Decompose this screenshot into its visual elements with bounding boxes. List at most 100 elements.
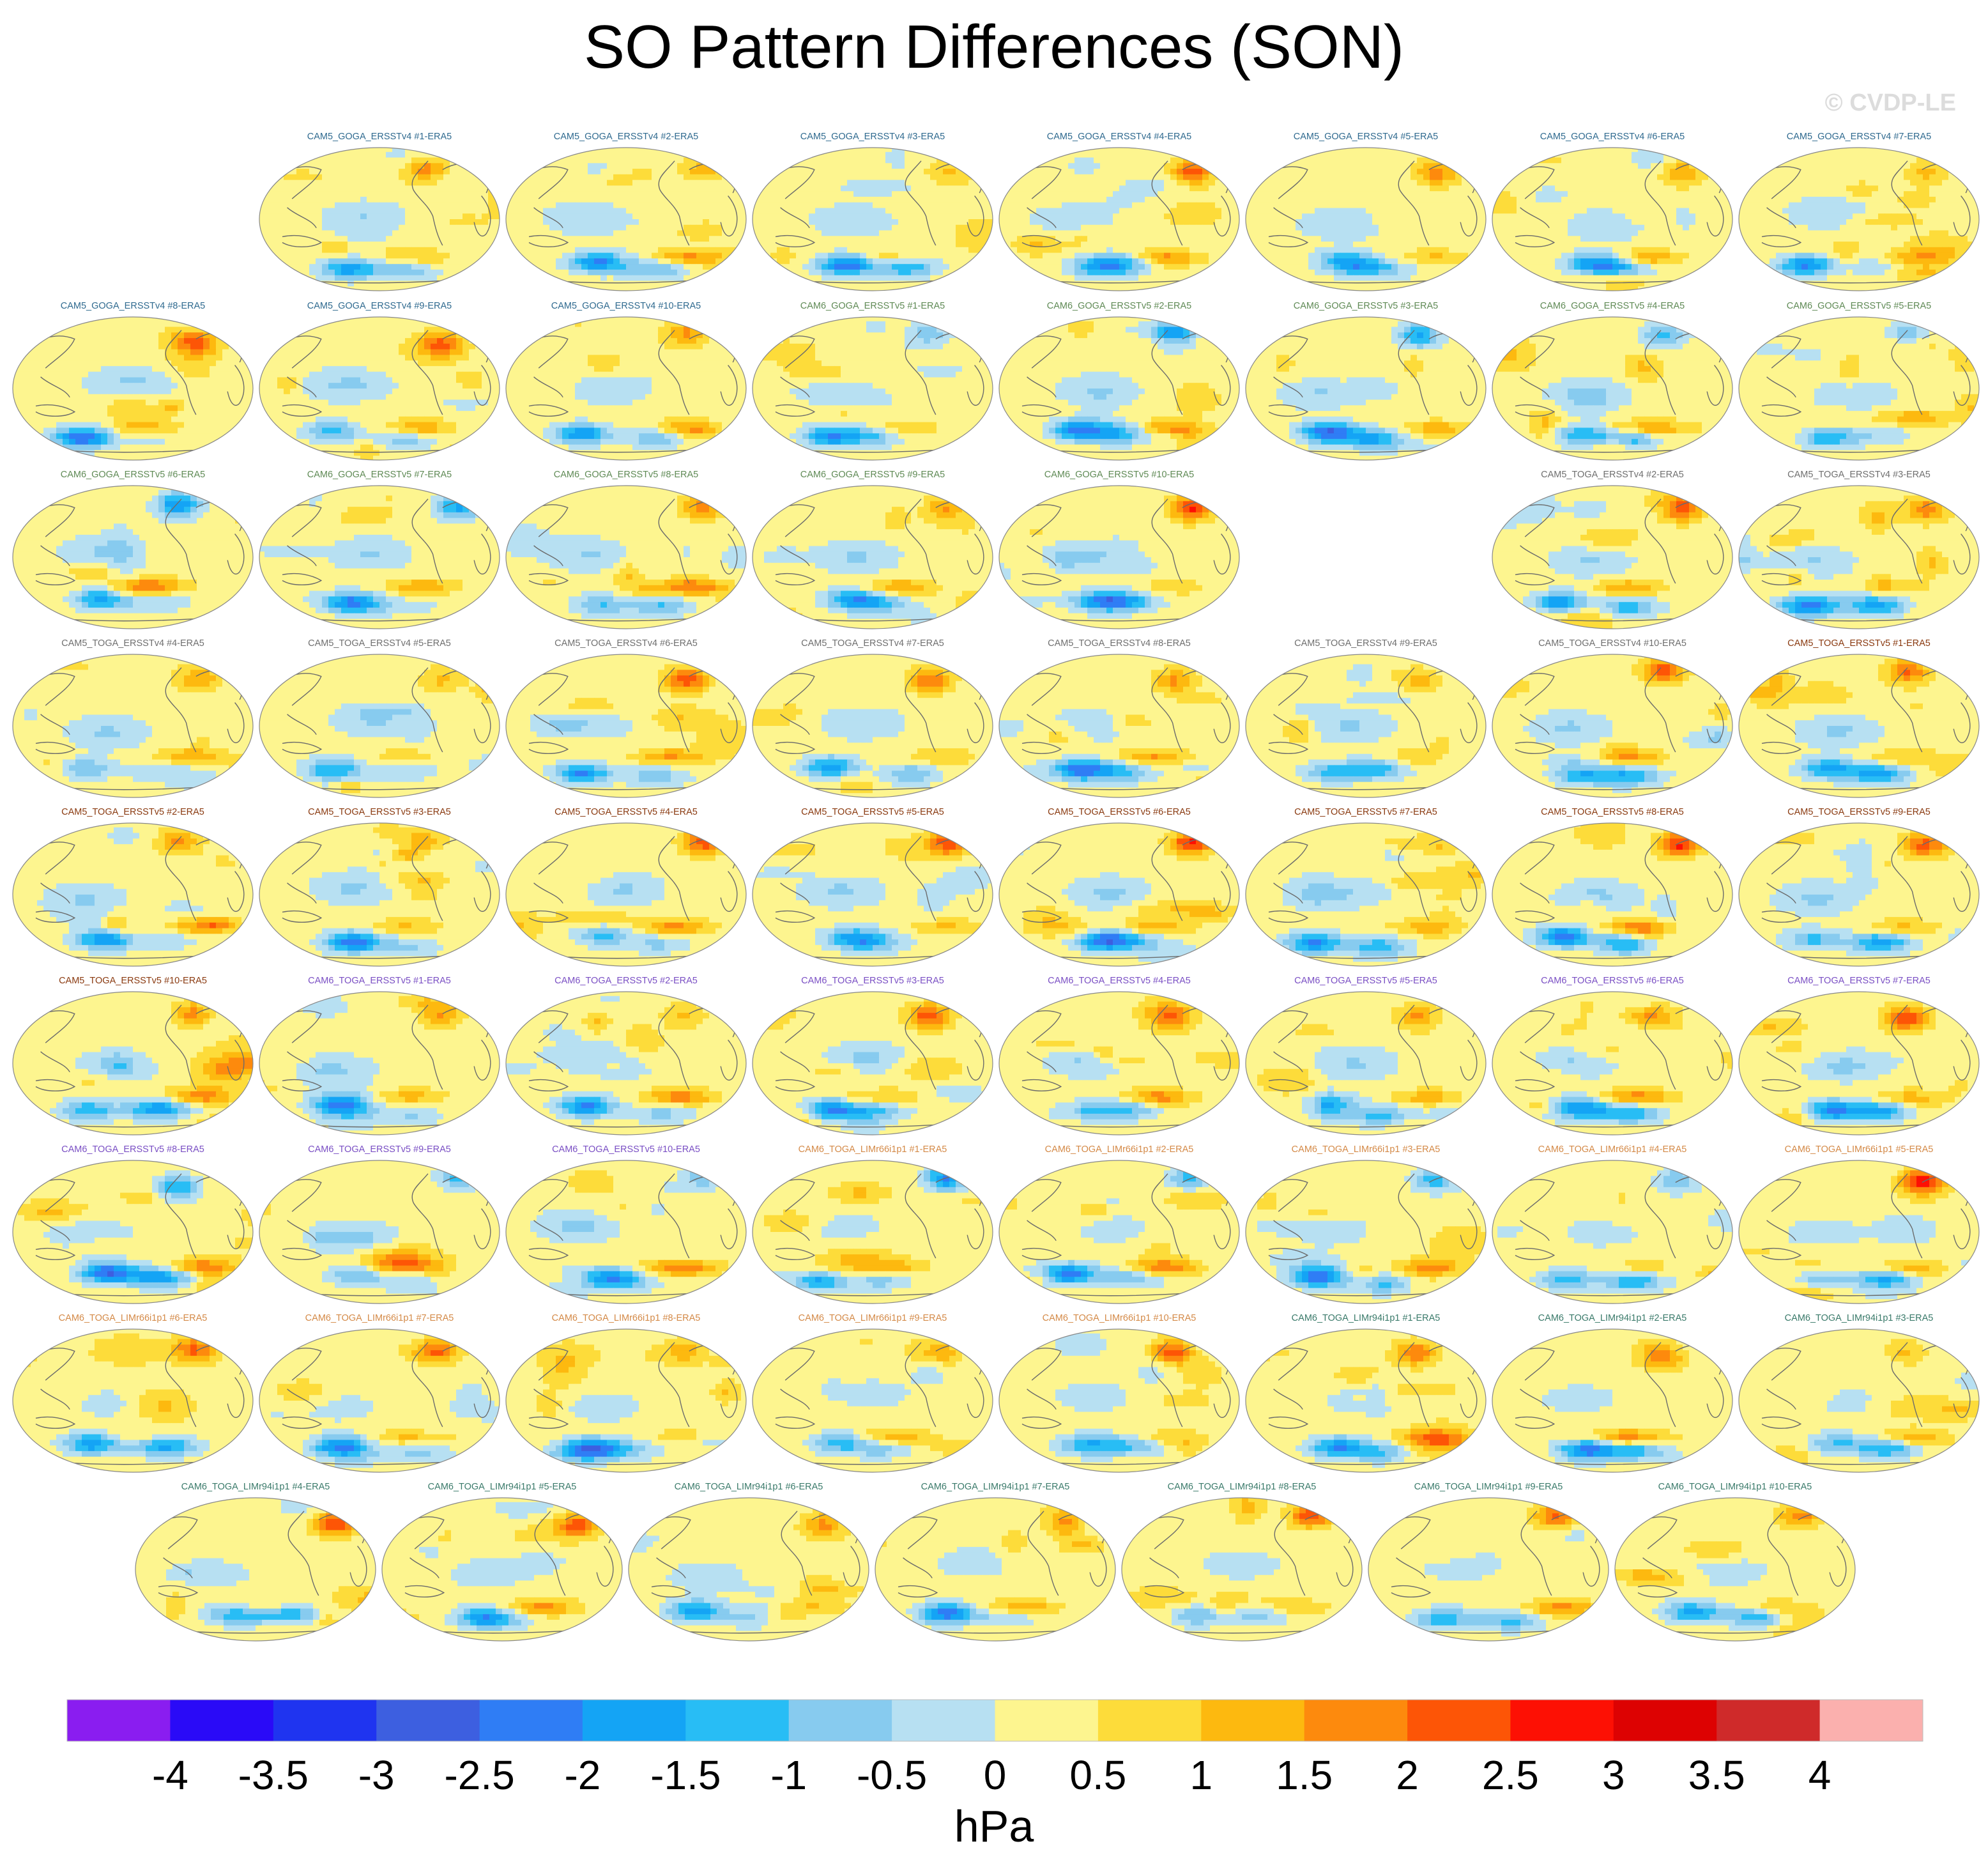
panel-label: CAM6_GOGA_ERSSTv5 #2-ERA5 (998, 300, 1241, 312)
map-panel: CAM6_TOGA_LIMr94i1p1 #7-ERA5 (874, 1481, 1117, 1650)
map-panel: CAM5_TOGA_ERSSTv4 #3-ERA5 (1738, 469, 1980, 638)
map-panel: CAM6_TOGA_ERSSTv5 #5-ERA5 (1244, 975, 1487, 1144)
map-panel: CAM6_GOGA_ERSSTv5 #9-ERA5 (751, 469, 994, 638)
map-panel: CAM6_TOGA_LIMr66i1p1 #6-ERA5 (11, 1312, 254, 1482)
map-plot (11, 316, 254, 461)
colorbar-swatch (1304, 1700, 1408, 1741)
panel-label: CAM6_TOGA_LIMr94i1p1 #9-ERA5 (1367, 1481, 1610, 1493)
map-panel: CAM6_GOGA_ERSSTv5 #6-ERA5 (11, 469, 254, 638)
map-panel: CAM5_TOGA_ERSSTv5 #9-ERA5 (1738, 806, 1980, 976)
map-plot (1491, 990, 1734, 1136)
colorbar-swatch (376, 1700, 480, 1741)
map-panel: CAM6_TOGA_ERSSTv5 #9-ERA5 (258, 1144, 501, 1313)
map-panel: CAM6_TOGA_LIMr66i1p1 #4-ERA5 (1491, 1144, 1734, 1313)
map-panel: CAM6_GOGA_ERSSTv5 #2-ERA5 (998, 300, 1241, 470)
colorbar-swatch (995, 1700, 1099, 1741)
panel-label: CAM5_TOGA_ERSSTv5 #5-ERA5 (751, 806, 994, 818)
map-plot (1244, 316, 1487, 461)
colorbar-swatch (273, 1700, 377, 1741)
map-plot (258, 822, 501, 967)
panel-label: CAM5_TOGA_ERSSTv5 #2-ERA5 (11, 806, 254, 818)
panel-label: CAM6_TOGA_ERSSTv5 #1-ERA5 (258, 975, 501, 987)
panel-label: CAM6_TOGA_LIMr66i1p1 #5-ERA5 (1738, 1144, 1980, 1155)
map-panel: CAM5_TOGA_ERSSTv4 #4-ERA5 (11, 638, 254, 807)
map-panel: CAM5_GOGA_ERSSTv4 #9-ERA5 (258, 300, 501, 470)
map-panel: CAM5_GOGA_ERSSTv4 #3-ERA5 (751, 131, 994, 300)
panel-label: CAM6_TOGA_LIMr94i1p1 #7-ERA5 (874, 1481, 1117, 1493)
map-panel: CAM5_TOGA_ERSSTv5 #10-ERA5 (11, 975, 254, 1144)
panel-label: CAM6_TOGA_LIMr66i1p1 #10-ERA5 (998, 1312, 1241, 1324)
colorbar: -4 -3.5 -3 -2.5 -2 -1.5 -1 -0.5 0 0.5 1 1.5 2 2.5 3 3.5… (0, 1693, 1988, 1862)
map-panel: CAM5_TOGA_ERSSTv5 #7-ERA5 (1244, 806, 1487, 976)
colorbar-swatch (1407, 1700, 1511, 1741)
map-panel: CAM6_GOGA_ERSSTv5 #4-ERA5 (1491, 300, 1734, 470)
map-plot (751, 1159, 994, 1305)
map-plot (505, 1328, 747, 1473)
colorbar-tick-label: 0 (984, 1752, 1007, 1798)
map-panel-grid: CAM5_GOGA_ERSSTv4 #1-ERA5 CAM5_GOGA_ERSST… (0, 0, 1988, 1687)
panel-label: CAM5_TOGA_ERSSTv4 #3-ERA5 (1738, 469, 1980, 481)
panel-label: CAM6_TOGA_LIMr66i1p1 #8-ERA5 (505, 1312, 747, 1324)
map-plot (751, 316, 994, 461)
map-plot (11, 990, 254, 1136)
map-plot (998, 822, 1241, 967)
colorbar-swatch (892, 1700, 995, 1741)
colorbar-tick-label: -4 (152, 1752, 188, 1798)
colorbar-tick-label: 1.5 (1276, 1752, 1333, 1798)
map-plot (505, 653, 747, 799)
map-panel: CAM6_TOGA_LIMr94i1p1 #10-ERA5 (1614, 1481, 1856, 1650)
colorbar-swatch (1510, 1700, 1614, 1741)
panel-label: CAM5_TOGA_ERSSTv5 #9-ERA5 (1738, 806, 1980, 818)
panel-label: CAM6_TOGA_LIMr94i1p1 #6-ERA5 (627, 1481, 870, 1493)
map-panel: CAM5_TOGA_ERSSTv4 #2-ERA5 (1491, 469, 1734, 638)
panel-label: CAM5_GOGA_ERSSTv4 #3-ERA5 (751, 131, 994, 142)
panel-label: CAM5_GOGA_ERSSTv4 #5-ERA5 (1244, 131, 1487, 142)
colorbar-swatch (1614, 1700, 1717, 1741)
map-panel: CAM5_TOGA_ERSSTv4 #9-ERA5 (1244, 638, 1487, 807)
panel-label: CAM5_TOGA_ERSSTv4 #9-ERA5 (1244, 638, 1487, 649)
map-panel: CAM5_TOGA_ERSSTv5 #2-ERA5 (11, 806, 254, 976)
map-panel: CAM6_TOGA_ERSSTv5 #4-ERA5 (998, 975, 1241, 1144)
map-plot (134, 1497, 377, 1642)
map-panel: CAM6_TOGA_LIMr94i1p1 #1-ERA5 (1244, 1312, 1487, 1482)
map-panel: CAM5_TOGA_ERSSTv4 #5-ERA5 (258, 638, 501, 807)
map-panel: CAM5_TOGA_ERSSTv5 #8-ERA5 (1491, 806, 1734, 976)
panel-label: CAM6_GOGA_ERSSTv5 #3-ERA5 (1244, 300, 1487, 312)
panel-label: CAM6_TOGA_ERSSTv5 #9-ERA5 (258, 1144, 501, 1155)
panel-label: CAM6_GOGA_ERSSTv5 #6-ERA5 (11, 469, 254, 481)
colorbar-tick-label: -1.5 (650, 1752, 721, 1798)
map-panel: CAM5_GOGA_ERSSTv4 #7-ERA5 (1738, 131, 1980, 300)
panel-label: CAM6_TOGA_LIMr94i1p1 #1-ERA5 (1244, 1312, 1487, 1324)
map-panel: CAM5_GOGA_ERSSTv4 #10-ERA5 (505, 300, 747, 470)
panel-label: CAM5_TOGA_ERSSTv4 #10-ERA5 (1491, 638, 1734, 649)
panel-label: CAM6_TOGA_LIMr66i1p1 #1-ERA5 (751, 1144, 994, 1155)
panel-label: CAM5_GOGA_ERSSTv4 #6-ERA5 (1491, 131, 1734, 142)
map-plot (1491, 822, 1734, 967)
panel-label: CAM5_TOGA_ERSSTv5 #6-ERA5 (998, 806, 1241, 818)
panel-label: CAM6_TOGA_ERSSTv5 #7-ERA5 (1738, 975, 1980, 987)
colorbar-tick-label: -3 (358, 1752, 395, 1798)
map-plot (1738, 1328, 1980, 1473)
panel-label: CAM6_TOGA_LIMr66i1p1 #6-ERA5 (11, 1312, 254, 1324)
map-plot (998, 653, 1241, 799)
map-plot (1367, 1497, 1610, 1642)
panel-label: CAM6_GOGA_ERSSTv5 #9-ERA5 (751, 469, 994, 481)
map-plot (505, 484, 747, 630)
map-panel: CAM6_TOGA_ERSSTv5 #6-ERA5 (1491, 975, 1734, 1144)
colorbar-tick-label: 4 (1808, 1752, 1831, 1798)
map-panel: CAM6_TOGA_LIMr94i1p1 #5-ERA5 (381, 1481, 623, 1650)
panel-label: CAM6_TOGA_LIMr94i1p1 #2-ERA5 (1491, 1312, 1734, 1324)
map-plot (998, 484, 1241, 630)
map-panel: CAM6_GOGA_ERSSTv5 #10-ERA5 (998, 469, 1241, 638)
colorbar-tick-label: 3 (1602, 1752, 1625, 1798)
panel-label: CAM5_TOGA_ERSSTv4 #8-ERA5 (998, 638, 1241, 649)
colorbar-tick-label: -2.5 (444, 1752, 514, 1798)
colorbar-tick-label: -2 (564, 1752, 600, 1798)
map-panel: CAM6_TOGA_LIMr94i1p1 #3-ERA5 (1738, 1312, 1980, 1482)
map-plot (751, 1328, 994, 1473)
map-panel: CAM6_TOGA_LIMr66i1p1 #7-ERA5 (258, 1312, 501, 1482)
colorbar-tick-label: 0.5 (1069, 1752, 1126, 1798)
map-plot (258, 146, 501, 292)
map-plot (505, 822, 747, 967)
colorbar-swatch (1098, 1700, 1202, 1741)
